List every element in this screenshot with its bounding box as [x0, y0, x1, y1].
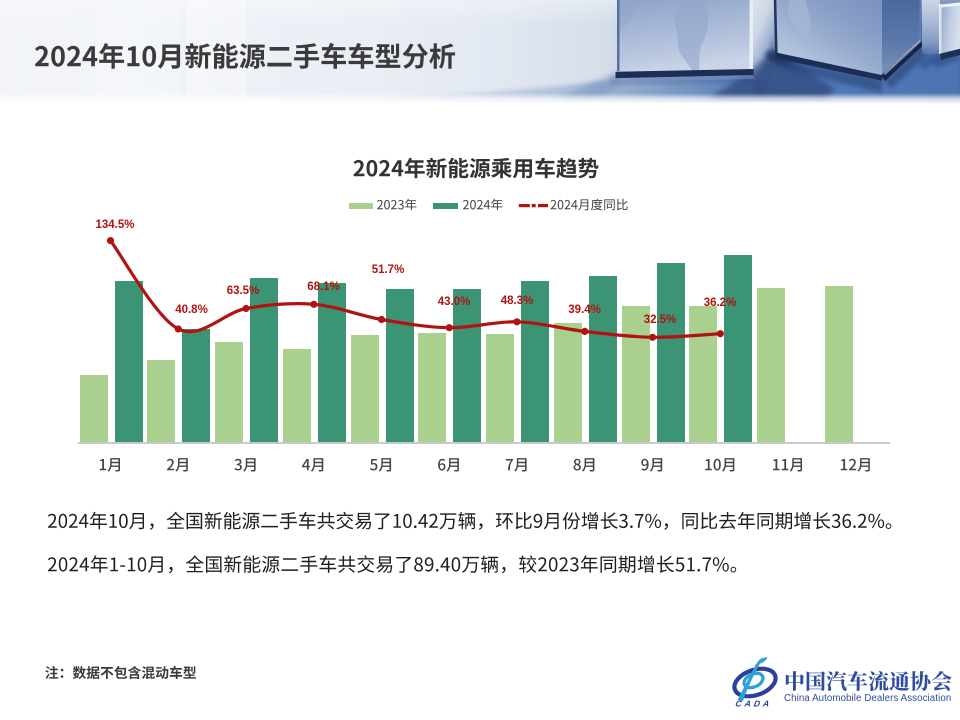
svg-text:CADA: CADA — [735, 699, 772, 709]
